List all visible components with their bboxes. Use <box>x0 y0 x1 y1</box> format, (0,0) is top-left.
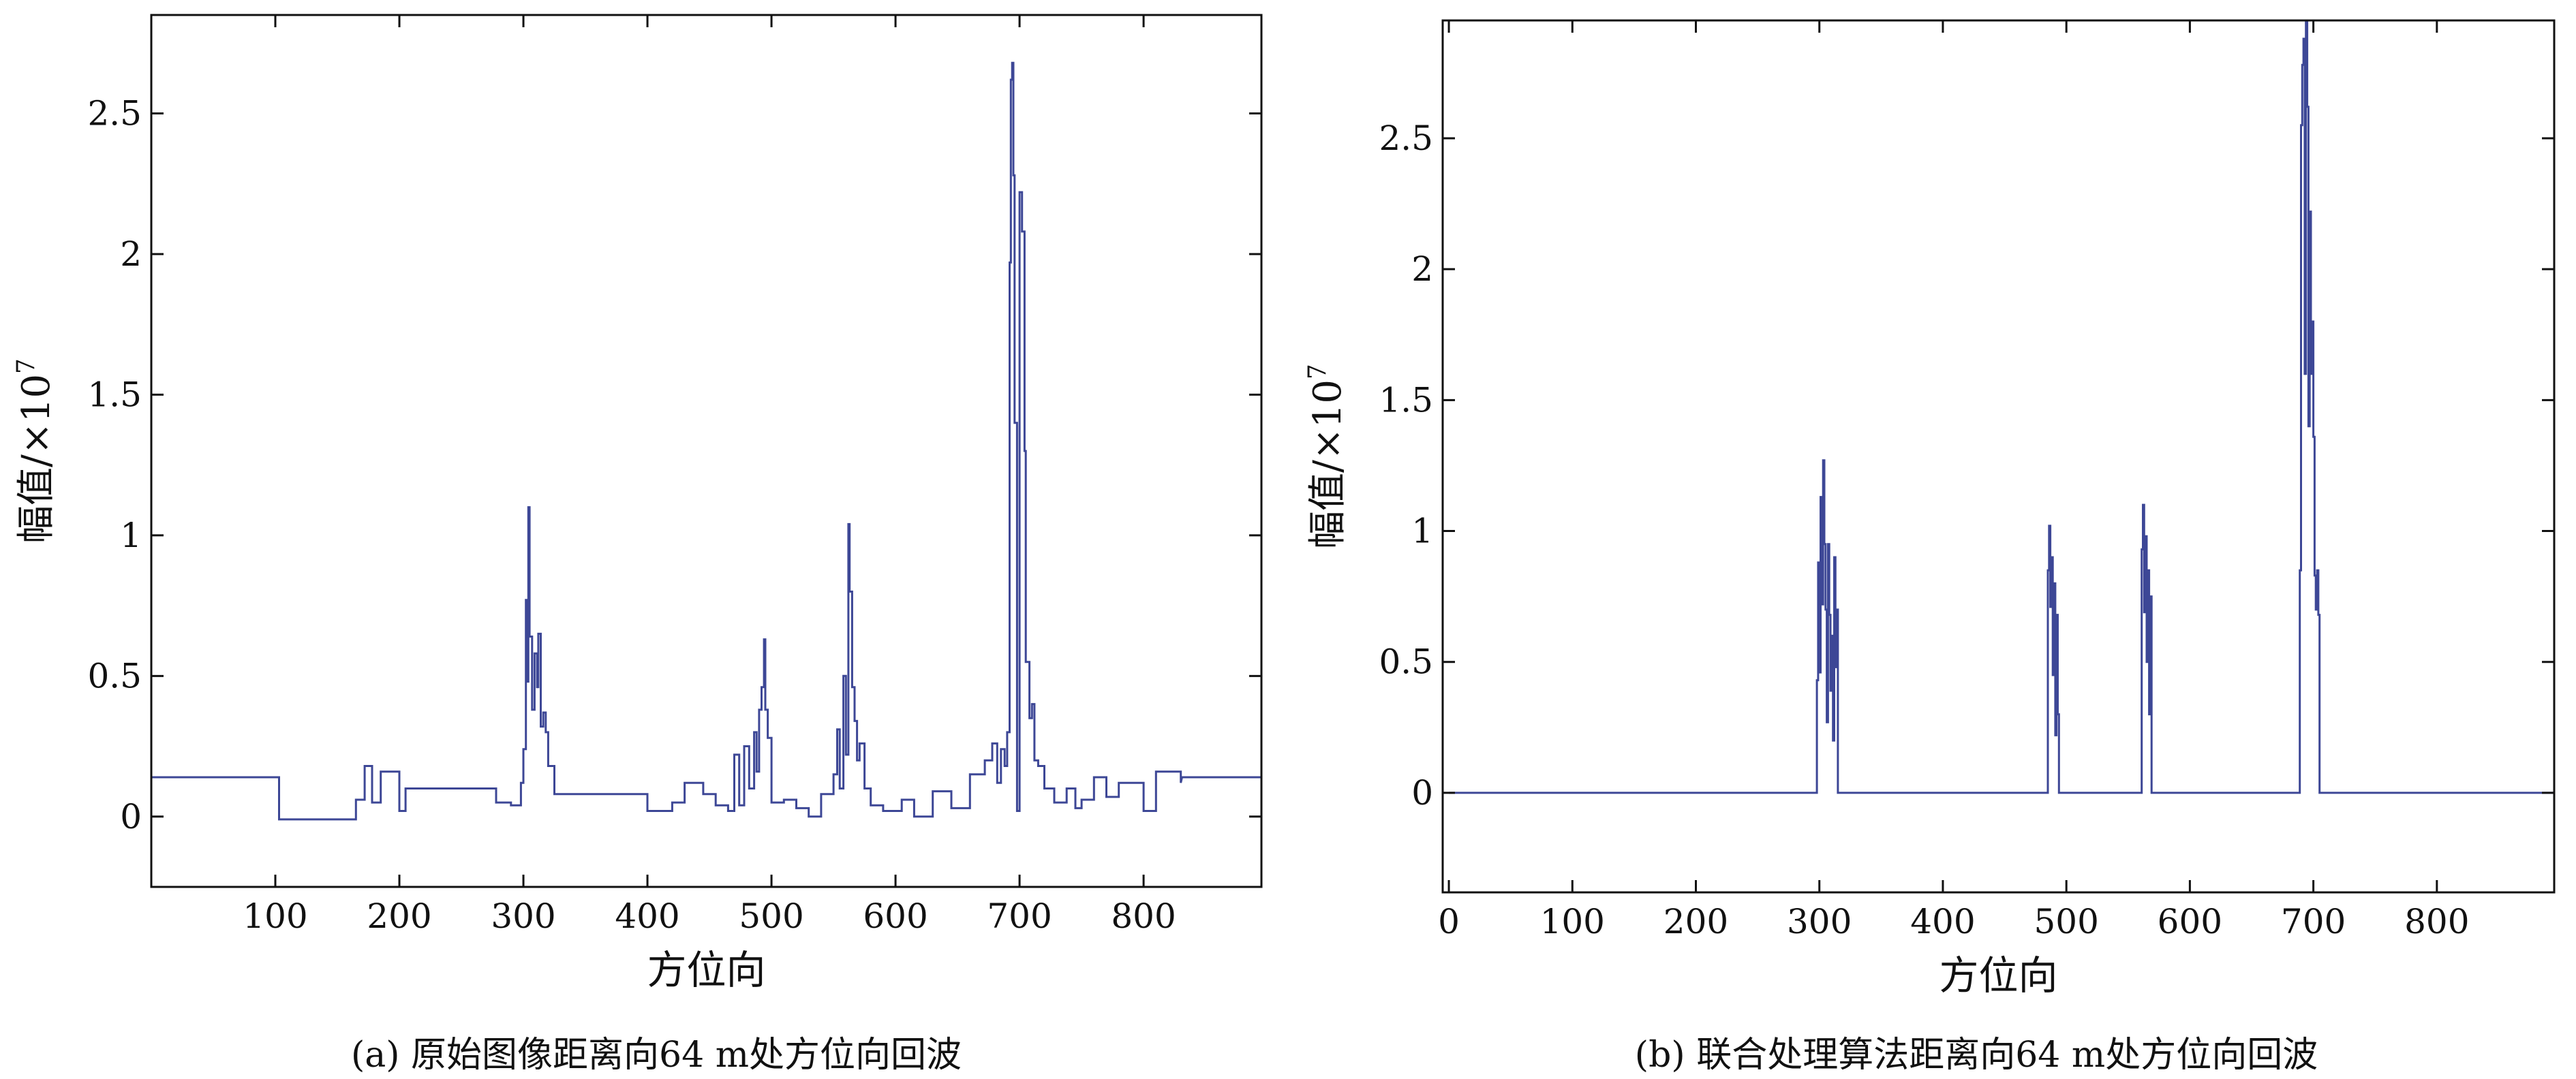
caption-a: (a) 原始图像距离向64 m处方位向回波 <box>350 1035 962 1076</box>
y-tick-label-a: 1.5 <box>87 375 142 414</box>
x-tick-label-b: 700 <box>2281 902 2346 941</box>
plot-frame-b <box>1441 19 2556 894</box>
x-tick-label-a: 800 <box>1111 896 1176 936</box>
x-tick-label-b: 800 <box>2404 902 2469 941</box>
y-tick-label-b: 0 <box>1411 773 1433 813</box>
x-tick-label-b: 600 <box>2158 902 2222 941</box>
x-tick-label-a: 400 <box>615 896 679 936</box>
y-tick-label-a: 1 <box>120 516 142 555</box>
series-line-b <box>1449 20 2554 794</box>
x-axis-label-b: 方位向 <box>1939 952 2057 999</box>
x-tick-label-a: 200 <box>367 896 431 936</box>
x-tick-label-a: 700 <box>987 896 1052 936</box>
x-tick-label-a: 600 <box>863 896 927 936</box>
y-tick-label-b: 2.5 <box>1379 119 1433 158</box>
x-tick-label-b: 300 <box>1787 902 1852 941</box>
x-tick-label-b: 0 <box>1438 902 1460 941</box>
y-axis-label-b: 幅值/×107 <box>1304 364 1350 549</box>
y-tick-label-a: 0 <box>120 797 142 836</box>
y-tick-label-b: 2 <box>1411 249 1433 289</box>
y-tick-label-b: 1 <box>1411 512 1433 551</box>
x-tick-label-a: 300 <box>491 896 555 936</box>
y-axis-label-a: 幅值/×107 <box>12 358 59 544</box>
x-tick-label-a: 100 <box>243 896 307 936</box>
chart-b: 0 100 200 300 400 500 600 700 800 0 0.5 1 1.5 2 2.5 方位向… <box>1304 19 2556 999</box>
y-tick-label-b: 0.5 <box>1379 642 1433 682</box>
y-tick-label-b: 1.5 <box>1379 380 1433 420</box>
chart-a: 100 200 300 400 500 600 700 800 0 0.5 1 1.5 2 2.5 方位向 幅… <box>12 14 1263 993</box>
series-line-a <box>151 61 1261 821</box>
x-tick-label-a: 500 <box>739 896 803 936</box>
x-tick-label-b: 400 <box>1910 902 1975 941</box>
x-tick-label-b: 500 <box>2034 902 2098 941</box>
x-axis-label-a: 方位向 <box>647 947 765 993</box>
caption-b: (b) 联合处理算法距离向64 m处方位向回波 <box>1634 1035 2318 1076</box>
x-tick-label-b: 100 <box>1540 902 1605 941</box>
y-tick-label-a: 0.5 <box>87 656 142 695</box>
plot-frame-a <box>150 14 1263 888</box>
y-tick-label-a: 2 <box>120 234 142 274</box>
y-tick-label-a: 2.5 <box>87 94 142 134</box>
x-tick-label-b: 200 <box>1663 902 1728 941</box>
